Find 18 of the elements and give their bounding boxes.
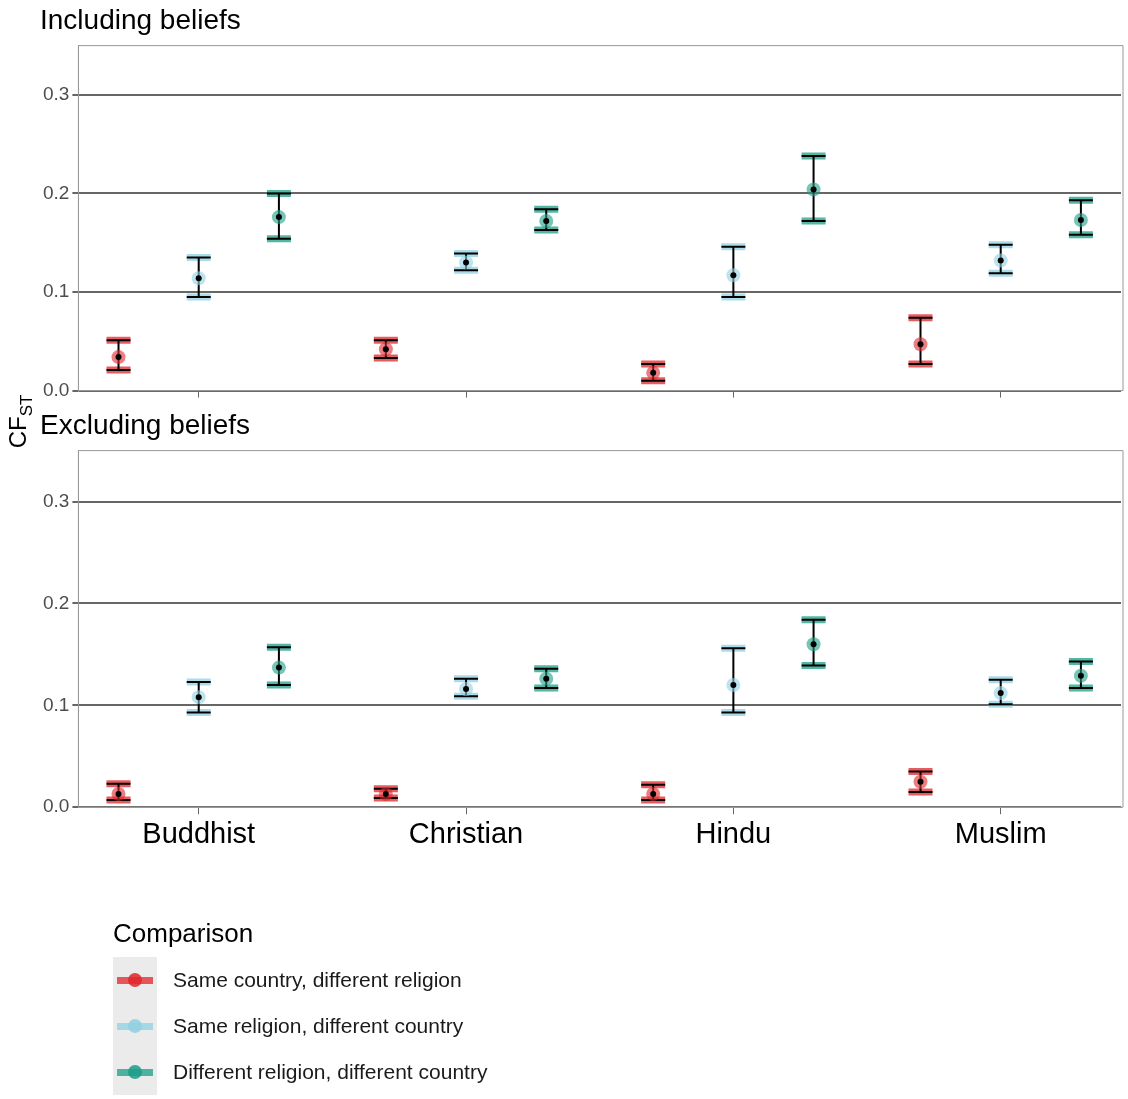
y-tick-label: 0.3 (42, 83, 70, 105)
x-tick-label: Muslim (954, 816, 1047, 849)
y-tick-label: 0.1 (42, 280, 70, 302)
legend-title: Comparison (113, 918, 255, 949)
y-tick-label: 0.2 (42, 591, 70, 613)
x-tick-label: Buddhist (142, 816, 256, 849)
legend-label: Same religion, different country (173, 1014, 464, 1038)
y-tick-label: 0.2 (42, 181, 70, 203)
legend-label: Different religion, different country (173, 1060, 488, 1084)
legend-label: Same country, different religion (173, 968, 462, 992)
x-tick-label: Christian (408, 816, 524, 849)
chart-title: Excluding beliefs (40, 408, 251, 440)
x-tick-label: Hindu (695, 816, 772, 849)
y-tick-label: 0.0 (42, 378, 70, 400)
chart-title: Including beliefs (40, 3, 241, 35)
y-tick-label: 0.3 (42, 489, 70, 511)
y-tick-label: 0.0 (42, 795, 70, 817)
y-tick-label: 0.1 (42, 693, 70, 715)
